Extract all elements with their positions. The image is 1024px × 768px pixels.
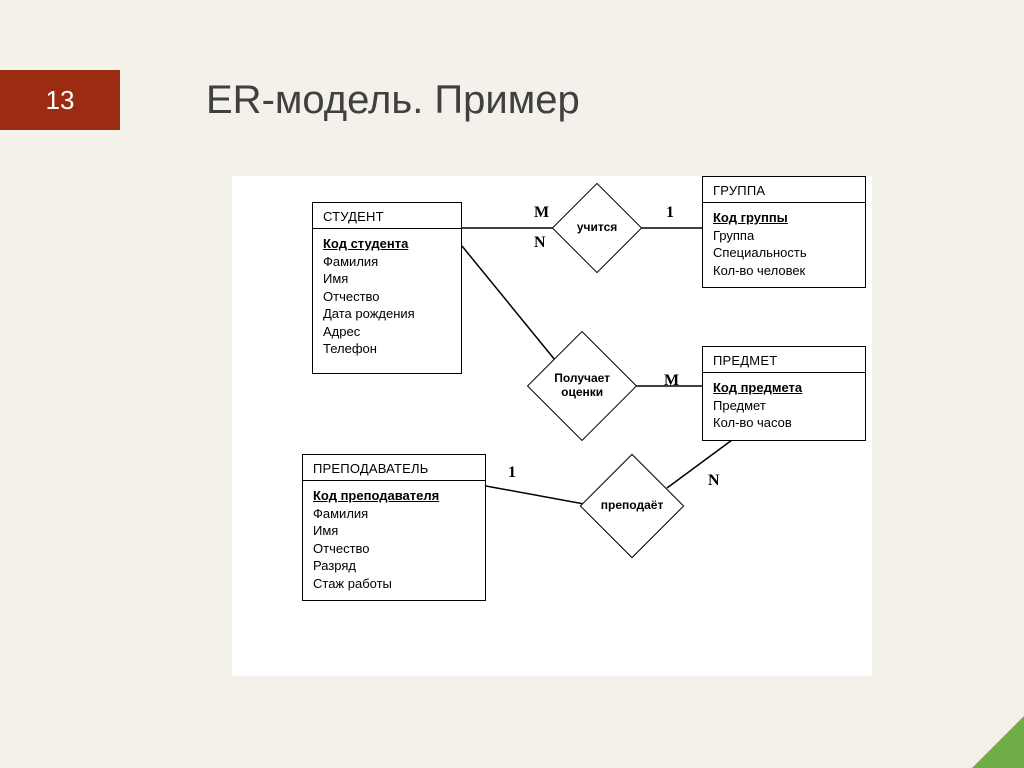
cardinality: M: [534, 204, 549, 222]
entity-attr: Стаж работы: [313, 575, 475, 593]
entity-attr: Имя: [323, 270, 451, 288]
entity-attr: Фамилия: [313, 505, 475, 523]
entity-student: СТУДЕНТ Код студента Фамилия Имя Отчеств…: [312, 202, 462, 374]
slide-title: ER-модель. Пример: [206, 78, 580, 123]
page-number-badge: 13: [0, 70, 120, 130]
relationship-grades: Получает оценки: [527, 331, 637, 441]
entity-attr: Отчество: [323, 288, 451, 306]
entity-title: ПРЕДМЕТ: [703, 347, 865, 372]
entity-group: ГРУППА Код группы Группа Специальность К…: [702, 176, 866, 288]
entity-title: СТУДЕНТ: [313, 203, 461, 228]
relationship-label: Получает оценки: [522, 372, 642, 400]
corner-triangle-icon: [972, 716, 1024, 768]
entity-attr: Имя: [313, 522, 475, 540]
cardinality: N: [534, 234, 546, 252]
entity-body: Код группы Группа Специальность Кол-во ч…: [703, 203, 865, 287]
entity-subject: ПРЕДМЕТ Код предмета Предмет Кол-во часо…: [702, 346, 866, 441]
cardinality: M: [664, 372, 679, 390]
relationship-label: преподаёт: [572, 499, 692, 513]
label-line: Получает: [554, 371, 610, 385]
entity-attr: Группа: [713, 227, 855, 245]
entity-attr: Разряд: [313, 557, 475, 575]
entity-attr: Специальность: [713, 244, 855, 262]
entity-body: Код предмета Предмет Кол-во часов: [703, 373, 865, 440]
entity-key: Код группы: [713, 209, 855, 227]
relationship-studies: учится: [552, 183, 643, 274]
entity-attr: Кол-во часов: [713, 414, 855, 432]
entity-attr: Адрес: [323, 323, 451, 341]
entity-attr: Телефон: [323, 340, 451, 358]
label-line: оценки: [561, 385, 603, 399]
entity-key: Код предмета: [713, 379, 855, 397]
entity-body: Код студента Фамилия Имя Отчество Дата р…: [313, 229, 461, 366]
slide: 13 ER-модель. Пример СТУДЕНТ Код студент…: [0, 0, 1024, 768]
entity-teacher: ПРЕПОДАВАТЕЛЬ Код преподавателя Фамилия …: [302, 454, 486, 601]
cardinality: N: [708, 472, 720, 490]
entity-attr: Отчество: [313, 540, 475, 558]
page-number: 13: [46, 85, 75, 116]
entity-attr: Кол-во человек: [713, 262, 855, 280]
er-diagram: СТУДЕНТ Код студента Фамилия Имя Отчеств…: [232, 176, 872, 676]
entity-attr: Предмет: [713, 397, 855, 415]
entity-attr: Фамилия: [323, 253, 451, 271]
entity-body: Код преподавателя Фамилия Имя Отчество Р…: [303, 481, 485, 600]
relationship-label: учится: [537, 221, 657, 235]
cardinality: 1: [508, 464, 516, 482]
entity-title: ГРУППА: [703, 177, 865, 202]
relationship-teaches: преподаёт: [580, 454, 685, 559]
entity-key: Код студента: [323, 235, 451, 253]
cardinality: 1: [666, 204, 674, 222]
entity-attr: Дата рождения: [323, 305, 451, 323]
entity-key: Код преподавателя: [313, 487, 475, 505]
entity-title: ПРЕПОДАВАТЕЛЬ: [303, 455, 485, 480]
